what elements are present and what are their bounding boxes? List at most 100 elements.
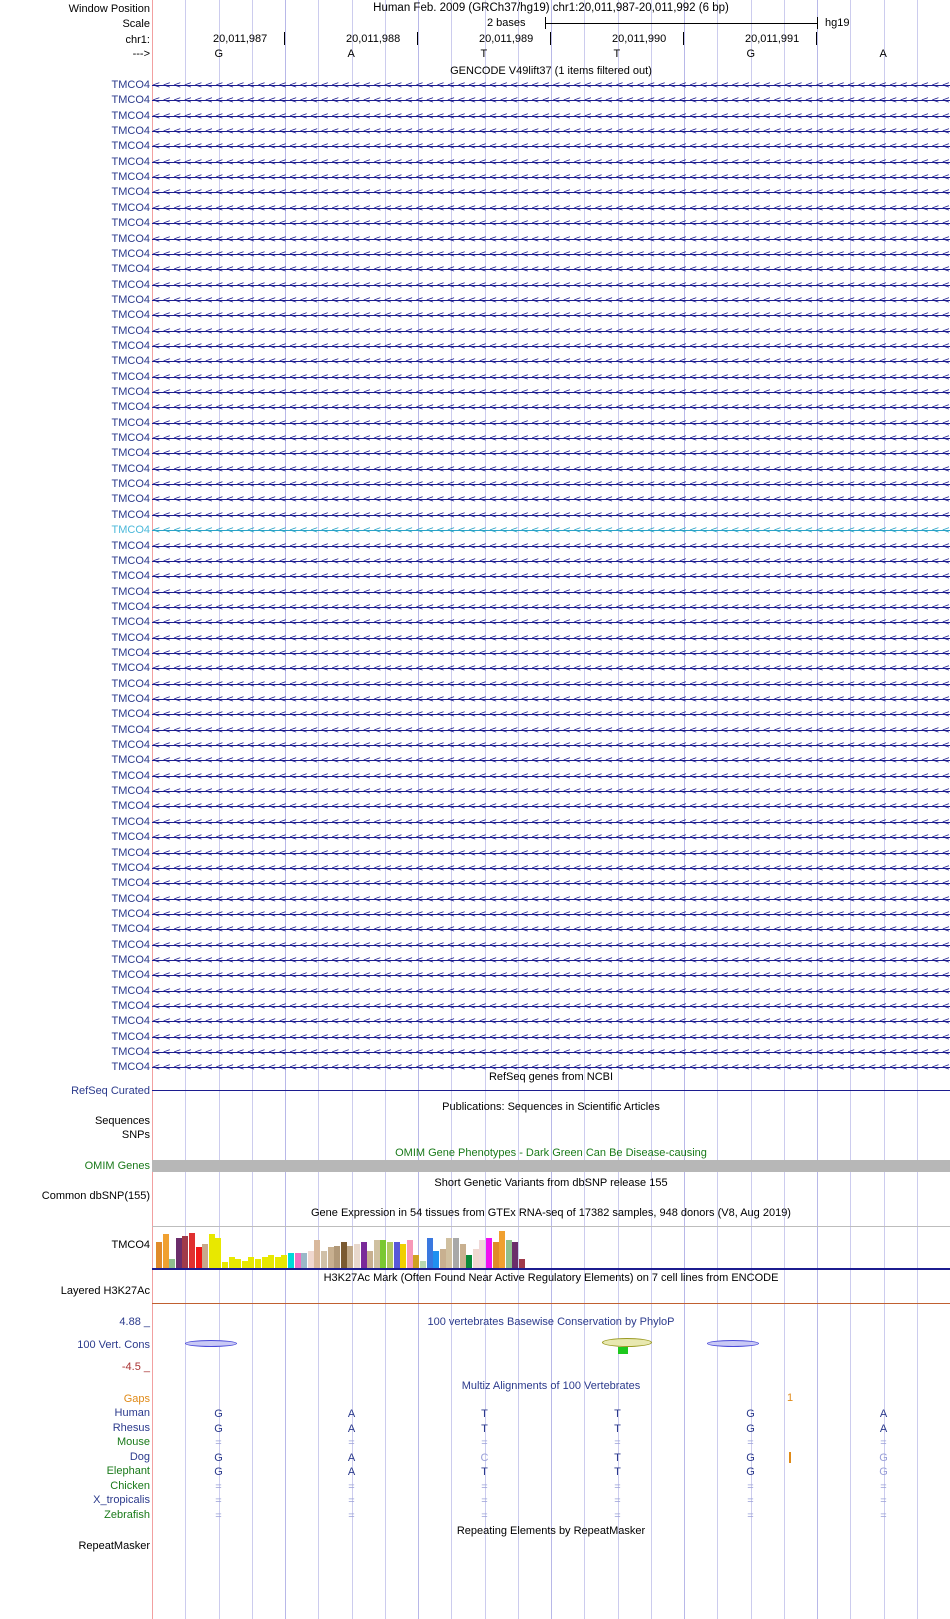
gtex-tissue-bar[interactable] bbox=[189, 1233, 195, 1268]
gencode-gene-row[interactable]: <<<<<<<<<<<<<<<<<<<<<<<<<<<<<<<<<<<<<<<<… bbox=[152, 279, 950, 292]
gencode-gene-row[interactable]: <<<<<<<<<<<<<<<<<<<<<<<<<<<<<<<<<<<<<<<<… bbox=[152, 110, 950, 123]
gtex-tissue-bar[interactable] bbox=[235, 1259, 242, 1268]
gtex-tissue-bar[interactable] bbox=[215, 1238, 222, 1268]
gene-name-label[interactable]: TMCO4 bbox=[111, 539, 151, 552]
gene-name-label[interactable]: TMCO4 bbox=[111, 309, 151, 322]
gtex-tissue-bar[interactable] bbox=[169, 1259, 176, 1268]
gtex-tissue-bar[interactable] bbox=[453, 1238, 459, 1268]
gene-name-label[interactable]: TMCO4 bbox=[111, 508, 151, 521]
gencode-gene-row[interactable]: <<<<<<<<<<<<<<<<<<<<<<<<<<<<<<<<<<<<<<<<… bbox=[152, 632, 950, 645]
gene-name-label[interactable]: TMCO4 bbox=[111, 232, 151, 245]
gencode-gene-row[interactable]: <<<<<<<<<<<<<<<<<<<<<<<<<<<<<<<<<<<<<<<<… bbox=[152, 831, 950, 844]
gene-name-label[interactable]: TMCO4 bbox=[111, 355, 151, 368]
gtex-tissue-bar[interactable] bbox=[446, 1238, 453, 1268]
h3k27ac-label[interactable]: Layered H3K27Ac bbox=[60, 1285, 150, 1297]
species-label[interactable]: Dog bbox=[129, 1450, 150, 1463]
species-label[interactable]: Mouse bbox=[116, 1436, 150, 1448]
gtex-tissue-bar[interactable] bbox=[393, 1242, 400, 1268]
gene-name-label[interactable]: TMCO4 bbox=[111, 155, 151, 168]
gene-name-label[interactable]: TMCO4 bbox=[111, 907, 151, 920]
gencode-gene-row[interactable]: <<<<<<<<<<<<<<<<<<<<<<<<<<<<<<<<<<<<<<<<… bbox=[152, 217, 950, 230]
gencode-gene-row[interactable]: <<<<<<<<<<<<<<<<<<<<<<<<<<<<<<<<<<<<<<<<… bbox=[152, 601, 950, 614]
gencode-gene-row[interactable]: <<<<<<<<<<<<<<<<<<<<<<<<<<<<<<<<<<<<<<<<… bbox=[152, 1015, 950, 1028]
gene-name-label[interactable]: TMCO4 bbox=[111, 631, 151, 644]
gene-name-label[interactable]: TMCO4 bbox=[111, 432, 151, 445]
gencode-gene-row[interactable]: <<<<<<<<<<<<<<<<<<<<<<<<<<<<<<<<<<<<<<<<… bbox=[152, 140, 950, 153]
gene-name-label[interactable]: TMCO4 bbox=[111, 1015, 151, 1028]
gtex-tissue-bar[interactable] bbox=[492, 1242, 499, 1268]
gtex-tissue-bar[interactable] bbox=[406, 1240, 413, 1268]
gencode-gene-row[interactable]: <<<<<<<<<<<<<<<<<<<<<<<<<<<<<<<<<<<<<<<<… bbox=[152, 939, 950, 952]
gtex-tissue-bar[interactable] bbox=[222, 1262, 228, 1268]
species-alignment-row[interactable]: = = = = = = bbox=[152, 1509, 950, 1523]
gene-name-label[interactable]: TMCO4 bbox=[111, 969, 151, 982]
gencode-gene-row[interactable]: <<<<<<<<<<<<<<<<<<<<<<<<<<<<<<<<<<<<<<<<… bbox=[152, 202, 950, 215]
gtex-tissue-bar[interactable] bbox=[354, 1244, 360, 1268]
gencode-gene-row[interactable]: <<<<<<<<<<<<<<<<<<<<<<<<<<<<<<<<<<<<<<<<… bbox=[152, 969, 950, 982]
species-label[interactable]: Chicken bbox=[110, 1479, 150, 1492]
gencode-gene-row[interactable]: <<<<<<<<<<<<<<<<<<<<<<<<<<<<<<<<<<<<<<<<… bbox=[152, 800, 950, 813]
gtex-bar-chart[interactable] bbox=[152, 1226, 950, 1268]
gene-name-label[interactable]: TMCO4 bbox=[111, 723, 151, 736]
gencode-gene-row[interactable]: <<<<<<<<<<<<<<<<<<<<<<<<<<<<<<<<<<<<<<<<… bbox=[152, 647, 950, 660]
gene-name-label[interactable]: TMCO4 bbox=[111, 677, 151, 690]
gtex-tissue-bar[interactable] bbox=[380, 1240, 387, 1268]
gene-name-label[interactable]: TMCO4 bbox=[111, 984, 151, 997]
gene-name-label[interactable]: TMCO4 bbox=[111, 877, 151, 890]
gencode-gene-row[interactable]: <<<<<<<<<<<<<<<<<<<<<<<<<<<<<<<<<<<<<<<<… bbox=[152, 693, 950, 706]
gencode-gene-row[interactable]: <<<<<<<<<<<<<<<<<<<<<<<<<<<<<<<<<<<<<<<<… bbox=[152, 923, 950, 936]
gene-name-label[interactable]: TMCO4 bbox=[111, 739, 151, 752]
gene-name-label[interactable]: TMCO4 bbox=[111, 892, 151, 905]
gtex-tissue-bar[interactable] bbox=[195, 1247, 202, 1268]
gencode-gene-row[interactable]: <<<<<<<<<<<<<<<<<<<<<<<<<<<<<<<<<<<<<<<<… bbox=[152, 248, 950, 261]
gtex-tissue-bar[interactable] bbox=[314, 1240, 321, 1268]
species-alignment-row[interactable]: = = = = = = bbox=[152, 1494, 950, 1508]
gtex-tissue-bar[interactable] bbox=[327, 1247, 334, 1268]
gencode-gene-row[interactable]: <<<<<<<<<<<<<<<<<<<<<<<<<<<<<<<<<<<<<<<<… bbox=[152, 708, 950, 721]
repeatmasker-label[interactable]: RepeatMasker bbox=[78, 1540, 150, 1552]
gtex-tissue-bar[interactable] bbox=[486, 1238, 492, 1268]
gene-name-label[interactable]: TMCO4 bbox=[111, 708, 151, 721]
species-label[interactable]: Elephant bbox=[106, 1465, 150, 1477]
gtex-tissue-bar[interactable] bbox=[162, 1234, 169, 1268]
gencode-gene-row[interactable]: <<<<<<<<<<<<<<<<<<<<<<<<<<<<<<<<<<<<<<<<… bbox=[152, 985, 950, 998]
gtex-tissue-bar[interactable] bbox=[433, 1251, 440, 1268]
species-label[interactable]: Rhesus bbox=[112, 1421, 150, 1434]
gtex-tissue-bar[interactable] bbox=[413, 1255, 420, 1268]
gtex-tissue-bar[interactable] bbox=[426, 1238, 433, 1268]
refseq-feature-line[interactable] bbox=[152, 1090, 950, 1091]
gene-name-label[interactable]: TMCO4 bbox=[111, 386, 151, 398]
gencode-gene-row[interactable]: <<<<<<<<<<<<<<<<<<<<<<<<<<<<<<<<<<<<<<<<… bbox=[152, 263, 950, 276]
gene-name-label[interactable]: TMCO4 bbox=[111, 1030, 151, 1043]
gtex-track-label[interactable]: TMCO4 bbox=[111, 1239, 151, 1251]
gene-name-label[interactable]: TMCO4 bbox=[111, 94, 151, 107]
gene-name-label[interactable]: TMCO4 bbox=[111, 923, 151, 936]
gencode-gene-row[interactable]: <<<<<<<<<<<<<<<<<<<<<<<<<<<<<<<<<<<<<<<<… bbox=[152, 908, 950, 921]
gene-name-label[interactable]: TMCO4 bbox=[111, 846, 151, 859]
gencode-gene-row[interactable]: <<<<<<<<<<<<<<<<<<<<<<<<<<<<<<<<<<<<<<<<… bbox=[152, 125, 950, 138]
snps-label[interactable]: SNPs bbox=[121, 1129, 150, 1141]
gencode-gene-row[interactable]: <<<<<<<<<<<<<<<<<<<<<<<<<<<<<<<<<<<<<<<<… bbox=[152, 616, 950, 629]
gencode-gene-row[interactable]: <<<<<<<<<<<<<<<<<<<<<<<<<<<<<<<<<<<<<<<<… bbox=[152, 724, 950, 737]
gtex-tissue-bar[interactable] bbox=[261, 1257, 268, 1268]
gene-name-label[interactable]: TMCO4 bbox=[111, 554, 151, 567]
gtex-tissue-bar[interactable] bbox=[281, 1255, 288, 1268]
species-alignment-row[interactable]: = = = = = = bbox=[152, 1436, 950, 1450]
gene-name-label[interactable]: TMCO4 bbox=[111, 171, 151, 184]
gencode-gene-row[interactable]: <<<<<<<<<<<<<<<<<<<<<<<<<<<<<<<<<<<<<<<<… bbox=[152, 79, 950, 92]
gene-name-label[interactable]: TMCO4 bbox=[111, 662, 151, 675]
gencode-gene-row[interactable]: <<<<<<<<<<<<<<<<<<<<<<<<<<<<<<<<<<<<<<<<… bbox=[152, 847, 950, 860]
gencode-gene-row[interactable]: <<<<<<<<<<<<<<<<<<<<<<<<<<<<<<<<<<<<<<<<… bbox=[152, 309, 950, 322]
gtex-tissue-bar[interactable] bbox=[466, 1255, 473, 1268]
gencode-gene-row[interactable]: <<<<<<<<<<<<<<<<<<<<<<<<<<<<<<<<<<<<<<<<… bbox=[152, 509, 950, 522]
gencode-gene-row[interactable]: <<<<<<<<<<<<<<<<<<<<<<<<<<<<<<<<<<<<<<<<… bbox=[152, 1046, 950, 1059]
gtex-tissue-bar[interactable] bbox=[400, 1244, 407, 1268]
gtex-tissue-bar[interactable] bbox=[241, 1261, 248, 1268]
gtex-tissue-bar[interactable] bbox=[321, 1251, 327, 1268]
conservation-feature-highlight[interactable] bbox=[602, 1338, 652, 1347]
gtex-tissue-bar[interactable] bbox=[512, 1242, 519, 1268]
gene-name-label[interactable]: TMCO4 bbox=[111, 769, 151, 782]
